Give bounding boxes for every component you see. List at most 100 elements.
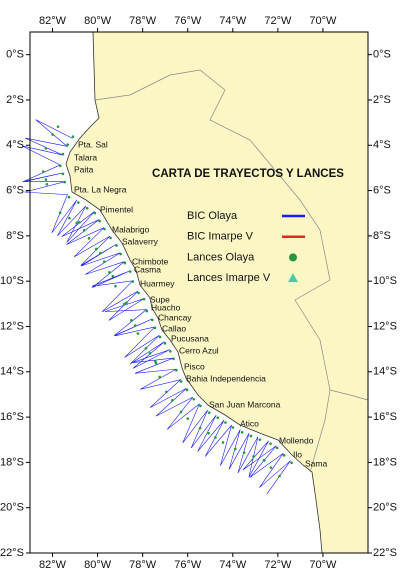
place-label: Supe bbox=[150, 294, 170, 304]
haul-point bbox=[240, 431, 244, 434]
haul-point bbox=[111, 274, 115, 278]
y-tick-label: 16°S bbox=[373, 411, 397, 423]
haul-point bbox=[290, 461, 293, 465]
haul-point bbox=[44, 178, 48, 181]
haul-point bbox=[102, 260, 106, 264]
place-label: Pucusana bbox=[171, 333, 209, 343]
haul-point bbox=[95, 247, 98, 251]
haul-point bbox=[108, 271, 111, 274]
haul-point bbox=[136, 332, 140, 335]
place-label: Chancay bbox=[158, 312, 192, 322]
haul-point bbox=[77, 201, 80, 204]
x-tick-label: 82°W bbox=[39, 15, 67, 27]
haul-point bbox=[207, 411, 211, 414]
y-tick-label: 8°S bbox=[6, 230, 24, 242]
haul-point bbox=[68, 216, 71, 220]
haul-point bbox=[123, 302, 126, 306]
haul-point bbox=[207, 431, 210, 435]
legend-label: Lances Olaya bbox=[187, 251, 255, 263]
haul-point bbox=[103, 227, 106, 231]
haul-point bbox=[258, 438, 262, 441]
haul-point bbox=[61, 172, 65, 176]
haul-point bbox=[59, 164, 62, 168]
x-tick-label: 74°W bbox=[219, 15, 247, 27]
haul-point bbox=[137, 291, 140, 295]
place-label: Cerro Azul bbox=[179, 345, 219, 355]
y-tick-label: 4°S bbox=[6, 139, 24, 151]
haul-point bbox=[282, 454, 286, 457]
haul-point bbox=[41, 170, 45, 173]
haul-point bbox=[56, 125, 60, 128]
place-label: Casma bbox=[134, 264, 161, 274]
legend-swatch bbox=[288, 273, 298, 283]
x-tick-label: 70°W bbox=[309, 15, 337, 27]
y-tick-label: 8°S bbox=[373, 230, 391, 242]
haul-point bbox=[186, 417, 189, 420]
haul-point bbox=[131, 280, 135, 283]
place-label: Callao bbox=[162, 323, 186, 333]
y-tick-label: 0°S bbox=[6, 49, 24, 61]
haul-point bbox=[216, 416, 220, 419]
haul-point bbox=[98, 251, 102, 255]
haul-point bbox=[125, 301, 128, 305]
haul-point bbox=[163, 342, 167, 345]
border bbox=[94, 69, 331, 473]
haul-point bbox=[75, 221, 79, 225]
haul-point bbox=[61, 152, 65, 156]
x-tick-label: 70°W bbox=[309, 559, 337, 571]
place-label: Malabrigo bbox=[112, 224, 150, 234]
haul-point bbox=[221, 441, 225, 444]
haul-point bbox=[165, 390, 168, 394]
haul-point bbox=[45, 183, 49, 186]
haul-point bbox=[158, 335, 162, 339]
place-label: Pta. Sal bbox=[78, 139, 108, 149]
place-label: Pisco bbox=[184, 361, 205, 371]
x-tick-label: 80°W bbox=[84, 15, 112, 27]
haul-point bbox=[82, 229, 86, 232]
y-tick-label: 2°S bbox=[6, 94, 24, 106]
haul-point bbox=[153, 326, 157, 330]
place-label: Mollendo bbox=[279, 435, 314, 445]
legend-label: Lances Imarpe V bbox=[187, 272, 271, 284]
haul-point bbox=[78, 221, 81, 224]
y-tick-label: 6°S bbox=[373, 184, 391, 196]
haul-point bbox=[144, 347, 148, 350]
place-label: Salaverry bbox=[122, 236, 159, 246]
haul-point bbox=[192, 397, 196, 401]
y-tick-label: 16°S bbox=[0, 411, 24, 423]
haul-point bbox=[115, 244, 118, 247]
haul-point bbox=[169, 350, 172, 353]
y-tick-label: 14°S bbox=[373, 366, 397, 378]
haul-point bbox=[142, 297, 146, 301]
y-tick-label: 18°S bbox=[373, 456, 397, 468]
x-tick-label: 76°W bbox=[174, 559, 202, 571]
y-tick-label: 0°S bbox=[373, 49, 391, 61]
legend-swatch bbox=[289, 253, 297, 262]
haul-point bbox=[151, 318, 154, 322]
y-tick-label: 18°S bbox=[0, 456, 24, 468]
haul-point bbox=[51, 133, 54, 136]
legend-label: BIC Olaya bbox=[187, 210, 238, 222]
border bbox=[329, 389, 369, 401]
x-tick-label: 82°W bbox=[39, 559, 67, 571]
place-label: Huacho bbox=[151, 302, 181, 312]
x-tick-label: 72°W bbox=[264, 559, 292, 571]
haul-point bbox=[172, 357, 175, 361]
haul-point bbox=[133, 324, 137, 327]
place-label: Bahia Independencia bbox=[186, 373, 266, 383]
haul-point bbox=[175, 368, 178, 372]
x-tick-label: 78°W bbox=[129, 559, 157, 571]
haul-point bbox=[114, 284, 117, 288]
place-label: Paita bbox=[74, 164, 94, 174]
land bbox=[65, 31, 369, 554]
haul-point bbox=[214, 436, 217, 439]
y-tick-label: 4°S bbox=[373, 139, 391, 151]
place-label: Chimbote bbox=[132, 256, 169, 266]
haul-point bbox=[63, 180, 67, 184]
x-tick-label: 74°W bbox=[219, 559, 247, 571]
y-tick-label: 10°S bbox=[0, 275, 24, 287]
haul-point bbox=[269, 466, 273, 469]
haul-point bbox=[58, 211, 62, 215]
haul-point bbox=[242, 451, 246, 454]
